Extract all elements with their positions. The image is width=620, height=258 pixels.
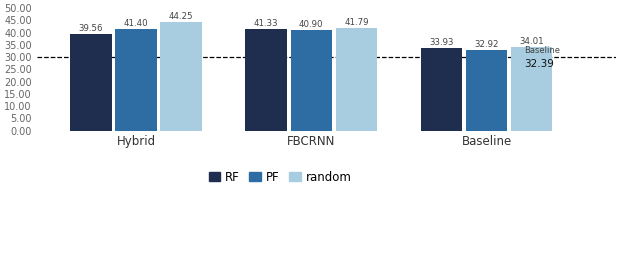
- Text: 41.79: 41.79: [344, 18, 369, 27]
- Bar: [115, 29, 157, 131]
- Text: 44.25: 44.25: [169, 12, 193, 21]
- Bar: [161, 22, 202, 131]
- Legend: RF, PF, random: RF, PF, random: [204, 166, 356, 188]
- Bar: [466, 50, 507, 131]
- Bar: [291, 30, 332, 131]
- Text: 41.33: 41.33: [254, 19, 278, 28]
- Text: Baseline: Baseline: [524, 46, 560, 55]
- Text: 39.56: 39.56: [79, 24, 103, 33]
- Text: 41.40: 41.40: [123, 19, 148, 28]
- Text: 40.90: 40.90: [299, 20, 324, 29]
- Bar: [246, 29, 287, 131]
- Bar: [70, 34, 112, 131]
- Bar: [421, 47, 463, 131]
- Text: 32.92: 32.92: [474, 40, 499, 49]
- Bar: [335, 28, 377, 131]
- Bar: [511, 47, 552, 131]
- Text: 32.39: 32.39: [524, 59, 554, 69]
- Text: 34.01: 34.01: [520, 37, 544, 46]
- Text: 33.93: 33.93: [429, 38, 454, 46]
